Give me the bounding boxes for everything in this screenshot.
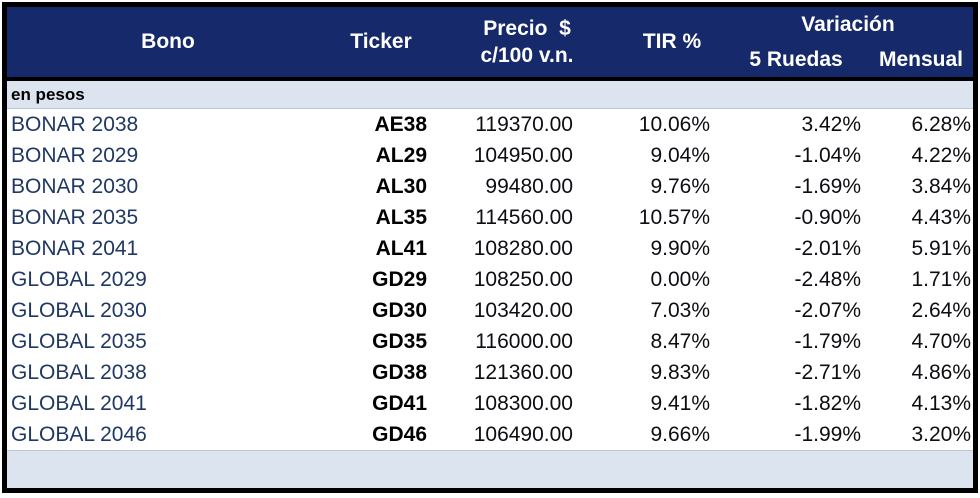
tir-cell: 9.83% (650, 360, 710, 384)
ticker-cell: GD30 (372, 298, 427, 322)
col-header-precio: Precio $ c/100 v.n. (433, 7, 621, 77)
table-row: BONAR 2041 AL41 108280.00 9.90% -2.01% 5… (7, 233, 973, 264)
precio-cell: 103420.00 (473, 298, 573, 322)
tir-cell: 9.76% (650, 174, 710, 198)
table-header: Bono Ticker Precio $ c/100 v.n. TIR % Va… (7, 7, 973, 81)
mensual-cell: 2.64% (911, 298, 971, 322)
tir-cell: 10.57% (638, 205, 710, 229)
bono-cell: BONAR 2041 (11, 236, 139, 260)
precio-cell: 121360.00 (473, 360, 573, 384)
bono-cell: GLOBAL 2041 (11, 391, 147, 415)
col-header-bono: Bono (141, 30, 195, 53)
ticker-cell: GD29 (372, 267, 427, 291)
mensual-cell: 1.71% (911, 267, 971, 291)
footer-band (7, 450, 973, 488)
precio-cell: 108280.00 (473, 236, 573, 260)
tir-cell: 9.90% (650, 236, 710, 260)
ruedas-cell: -1.82% (794, 391, 861, 415)
table-row: BONAR 2035 AL35 114560.00 10.57% -0.90% … (7, 202, 973, 233)
bono-cell: BONAR 2035 (11, 205, 139, 229)
table-row: BONAR 2029 AL29 104950.00 9.04% -1.04% 4… (7, 140, 973, 171)
tir-cell: 8.47% (650, 329, 710, 353)
ruedas-cell: -0.90% (794, 205, 861, 229)
precio-cell: 119370.00 (475, 112, 573, 136)
tir-cell: 9.04% (650, 143, 710, 167)
bono-cell: GLOBAL 2029 (11, 267, 147, 291)
tir-cell: 7.03% (650, 298, 710, 322)
ruedas-cell: -1.79% (794, 329, 861, 353)
ruedas-cell: -2.48% (794, 267, 861, 291)
table-row: BONAR 2030 AL30 99480.00 9.76% -1.69% 3.… (7, 171, 973, 202)
tir-cell: 0.00% (650, 267, 710, 291)
col-header-precio-line1: Precio $ (483, 17, 571, 40)
ruedas-cell: -2.07% (794, 298, 861, 322)
section-row-en-pesos: en pesos (7, 81, 973, 109)
bono-cell: BONAR 2029 (11, 143, 139, 167)
mensual-cell: 4.70% (911, 329, 971, 353)
bono-cell: GLOBAL 2030 (11, 298, 147, 322)
col-header-tir: TIR % (642, 30, 702, 53)
ticker-cell: GD46 (372, 422, 427, 446)
section-label: en pesos (11, 84, 85, 104)
table-row: GLOBAL 2035 GD35 116000.00 8.47% -1.79% … (7, 326, 973, 357)
ticker-cell: GD35 (372, 329, 427, 353)
bono-cell: GLOBAL 2046 (11, 422, 147, 446)
tir-cell: 10.06% (638, 112, 710, 136)
precio-cell: 114560.00 (475, 205, 573, 229)
ticker-cell: AE38 (374, 112, 427, 136)
ruedas-cell: 3.42% (801, 112, 861, 136)
precio-cell: 108250.00 (473, 267, 573, 291)
ruedas-cell: -1.69% (794, 174, 861, 198)
tir-cell: 9.41% (650, 391, 710, 415)
mensual-cell: 3.84% (911, 174, 971, 198)
ruedas-cell: -2.01% (794, 236, 861, 260)
ticker-cell: GD41 (372, 391, 427, 415)
col-header-variacion: Variación (801, 13, 895, 36)
precio-cell: 104950.00 (473, 143, 573, 167)
mensual-cell: 4.43% (911, 205, 971, 229)
bono-cell: BONAR 2038 (11, 112, 139, 136)
mensual-cell: 4.22% (911, 143, 971, 167)
col-header-precio-line2: c/100 v.n. (480, 44, 574, 67)
precio-cell: 108300.00 (473, 391, 573, 415)
table-row: GLOBAL 2046 GD46 106490.00 9.66% -1.99% … (7, 419, 973, 450)
col-header-variacion-group: Variación 5 Ruedas Mensual (723, 7, 973, 77)
bono-cell: BONAR 2030 (11, 174, 139, 198)
bono-cell: GLOBAL 2038 (11, 360, 147, 384)
table-row: GLOBAL 2041 GD41 108300.00 9.41% -1.82% … (7, 388, 973, 419)
ticker-cell: GD38 (372, 360, 427, 384)
mensual-cell: 4.86% (911, 360, 971, 384)
precio-cell: 99480.00 (485, 174, 573, 198)
precio-cell: 116000.00 (475, 329, 573, 353)
ruedas-cell: -1.04% (794, 143, 861, 167)
mensual-cell: 4.13% (911, 391, 971, 415)
table-row: GLOBAL 2038 GD38 121360.00 9.83% -2.71% … (7, 357, 973, 388)
ticker-cell: AL29 (375, 143, 427, 167)
ticker-cell: AL30 (375, 174, 427, 198)
table-row: BONAR 2038 AE38 119370.00 10.06% 3.42% 6… (7, 109, 973, 140)
ruedas-cell: -2.71% (794, 360, 861, 384)
ticker-cell: AL41 (375, 236, 427, 260)
col-header-ticker: Ticker (350, 30, 412, 53)
tir-cell: 9.66% (650, 422, 710, 446)
col-header-ruedas: 5 Ruedas (749, 48, 843, 71)
mensual-cell: 5.91% (911, 236, 971, 260)
table-row: GLOBAL 2029 GD29 108250.00 0.00% -2.48% … (7, 264, 973, 295)
ruedas-cell: -1.99% (794, 422, 861, 446)
col-header-mensual: Mensual (878, 48, 964, 71)
bono-cell: GLOBAL 2035 (11, 329, 147, 353)
table-row: GLOBAL 2030 GD30 103420.00 7.03% -2.07% … (7, 295, 973, 326)
precio-cell: 106490.00 (473, 422, 573, 446)
mensual-cell: 6.28% (911, 112, 971, 136)
mensual-cell: 3.20% (911, 422, 971, 446)
ticker-cell: AL35 (375, 205, 427, 229)
